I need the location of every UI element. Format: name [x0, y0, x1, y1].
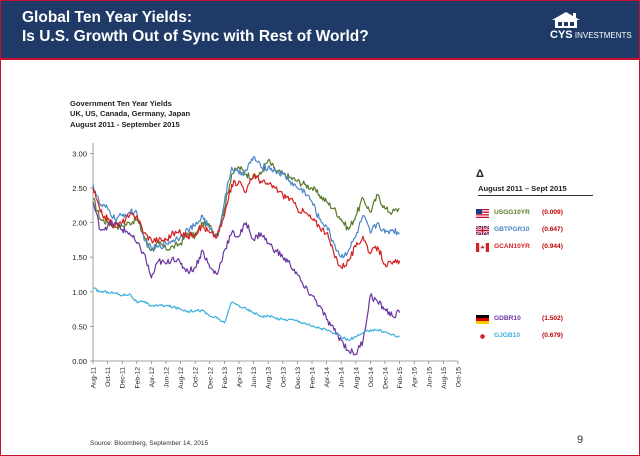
x-tick-label: Dec-12 — [207, 367, 214, 389]
x-tick-label: Oct-13 — [280, 367, 287, 388]
y-tick-label: 2.00 — [72, 219, 87, 228]
japan-flag-icon — [476, 332, 489, 341]
source-note: Source: Bloomberg, September 14, 2015 — [90, 440, 209, 447]
house-logo-icon — [552, 12, 580, 28]
us-flag-icon — [476, 209, 489, 218]
x-tick-label: Aug-13 — [266, 367, 273, 389]
company-logo-text: CYS INVESTMENTS — [550, 29, 632, 41]
page-number: 9 — [577, 434, 584, 446]
x-tick-label: Feb-13 — [222, 367, 229, 389]
x-tick-label: Jun-12 — [164, 367, 171, 388]
uk-flag-icon — [476, 226, 489, 235]
legend-name-uk: GBTPGR10 — [494, 226, 530, 233]
x-tick-label: Dec-13 — [295, 367, 302, 389]
slide-title-line1: Global Ten Year Yields: — [22, 9, 192, 26]
chart-title-line2: UK, US, Canada, Germany, Japan — [70, 109, 191, 119]
x-tick-label: Jun-14 — [339, 367, 346, 388]
y-tick-label: 1.50 — [72, 253, 87, 262]
legend-name-canada: GCAN10YR — [494, 243, 530, 250]
legend-item-canada: GCAN10YR (0.944) — [476, 242, 596, 254]
legend-change-germany: (1.502) — [542, 315, 563, 322]
x-tick-label: Feb-15 — [397, 367, 404, 389]
legend-title: August 2011 – Sept 2015 — [478, 184, 593, 196]
legend-name-germany: GDBR10 — [494, 315, 521, 322]
x-tick-label: Aug-11 — [91, 367, 98, 389]
legend-change-japan: (0.679) — [542, 332, 563, 339]
chart-title-line3: August 2011 - September 2015 — [70, 119, 180, 129]
x-tick-label: Oct-15 — [456, 367, 463, 388]
x-tick-label: Aug-15 — [441, 367, 448, 389]
legend-name-japan: GJGB10 — [494, 332, 521, 339]
x-tick-label: Apr-12 — [149, 367, 156, 388]
canada-flag-icon — [476, 243, 489, 252]
legend-item-us: USGG10YR (0.009) — [476, 208, 596, 220]
x-tick-label: Feb-14 — [310, 367, 317, 389]
x-tick-label: Apr-15 — [412, 367, 419, 388]
series-line-japan — [92, 287, 400, 341]
series-line-germany — [92, 201, 401, 356]
series-line-uk — [92, 156, 400, 259]
legend-name-us: USGG10YR — [494, 209, 530, 216]
legend-item-japan: GJGB10 (0.679) — [476, 331, 596, 343]
x-tick-label: Oct-12 — [193, 367, 200, 388]
slide-title: Global Ten Year Yields: Is U.S. Growth O… — [22, 8, 369, 46]
x-tick-label: Dec-14 — [383, 367, 390, 389]
series-line-us — [92, 158, 400, 252]
y-tick-label: 0.00 — [72, 357, 87, 366]
chart-title: Government Ten Year Yields UK, US, Canad… — [70, 99, 190, 130]
x-tick-label: Aug-12 — [178, 367, 185, 389]
germany-flag-icon — [476, 315, 489, 324]
legend-item-uk: GBTPGR10 (0.647) — [476, 225, 596, 237]
logo-suffix: INVESTMENTS — [574, 31, 632, 40]
x-tick-label: Apr-13 — [237, 367, 244, 388]
series-line-canada — [92, 173, 401, 269]
x-tick-label: Aug-14 — [353, 367, 360, 389]
logo-brand: CYS — [550, 29, 573, 41]
legend-change-us: (0.009) — [542, 209, 563, 216]
x-tick-label: Jun-13 — [251, 367, 258, 388]
delta-symbol: Δ — [476, 168, 484, 180]
header-accent-rule — [0, 58, 640, 60]
x-tick-label: Dec-11 — [120, 367, 127, 389]
y-tick-label: 1.00 — [72, 288, 87, 297]
legend-change-canada: (0.944) — [542, 243, 563, 250]
y-tick-label: 3.00 — [72, 149, 87, 158]
chart-title-line1: Government Ten Year Yields — [70, 99, 172, 108]
x-tick-label: Oct-14 — [368, 367, 375, 388]
y-tick-label: 2.50 — [72, 184, 87, 193]
legend-item-germany: GDBR10 (1.502) — [476, 314, 596, 326]
y-tick-label: 0.50 — [72, 322, 87, 331]
x-tick-label: Feb-12 — [134, 367, 141, 389]
x-tick-label: Jun-15 — [426, 367, 433, 388]
x-tick-label: Apr-14 — [324, 367, 331, 388]
x-tick-label: Oct-11 — [105, 367, 112, 387]
slide-title-line2: Is U.S. Growth Out of Sync with Rest of … — [22, 28, 369, 45]
header-bar: Global Ten Year Yields: Is U.S. Growth O… — [0, 0, 640, 58]
legend-change-uk: (0.647) — [542, 226, 563, 233]
